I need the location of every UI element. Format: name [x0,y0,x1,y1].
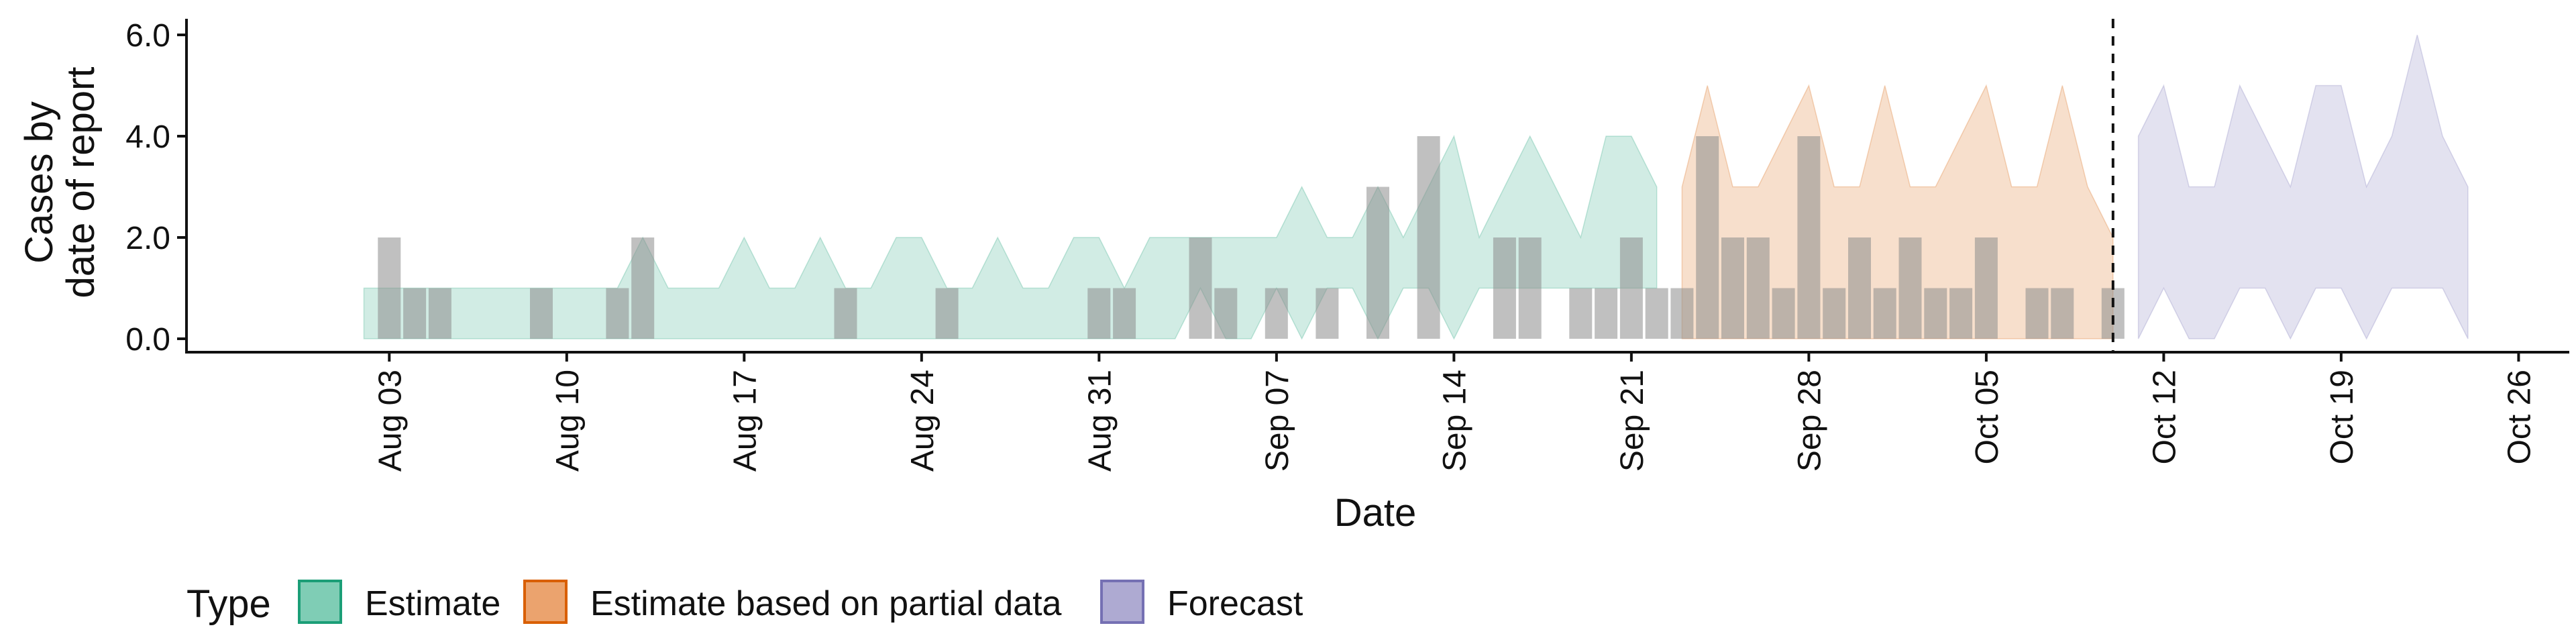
case-bar [403,288,427,339]
legend-key [1100,580,1144,624]
case-bar [631,237,655,339]
x-tick-label: Sep 21 [1615,370,1650,472]
case-bar [1645,288,1668,339]
y-ticks: 0.0 2.0 4.0 6.0 [125,18,186,358]
observed-bars [378,136,2125,339]
x-tick-label: Aug 03 [372,370,408,472]
x-tick-label: Sep 07 [1260,370,1295,472]
case-bar [834,288,857,339]
y-tick-label: 4.0 [125,119,170,155]
case-bar [1189,237,1212,339]
case-bar [1493,237,1516,339]
x-tick-label: Oct 19 [2324,370,2360,464]
case-bar [1265,288,1288,339]
case-bar [1949,288,1973,339]
x-tick-label: Aug 10 [550,370,586,472]
case-bar [1924,288,1947,339]
x-tick-label: Sep 28 [1792,370,1827,472]
legend: Type Estimate Estimate based on partial d… [186,580,1303,626]
case-bar [1746,237,1770,339]
legend-label: Estimate [365,584,500,623]
case-bar [1696,136,1719,339]
case-bar [1823,288,1846,339]
x-tick-label: Aug 24 [905,370,941,472]
y-tick-label: 2.0 [125,221,170,256]
legend-label: Estimate based on partial data [590,584,1062,623]
case-bar [1974,237,1998,339]
y-tick-label: 6.0 [125,18,170,54]
case-bar [1316,288,1339,339]
case-bar [2051,288,2074,339]
x-tick-label: Oct 05 [1970,370,2005,464]
x-tick-label: Oct 26 [2502,370,2537,464]
legend-key [523,580,568,624]
ribbon-layer [363,34,2469,340]
axes: 0.02.04.06.0 Aug 03 Aug 10 Aug 17 Aug 24 Aug… [125,18,2569,472]
case-bar [1873,288,1896,339]
case-bar [2025,288,2049,339]
x-tick-label: Aug 31 [1082,370,1118,472]
x-tick-label: Aug 17 [727,370,763,472]
case-bar [1797,136,1821,339]
x-ticks: Aug 03 Aug 10 Aug 17 Aug 24 Aug 31 Sep 07 Sep … [372,352,2537,472]
case-bar [1848,237,1871,339]
legend-title: Type [186,582,271,626]
y-axis-label-line-1: Cases by [17,101,61,264]
x-tick-label: Sep 14 [1437,370,1472,472]
case-bar [1619,237,1643,339]
case-bar [1772,288,1795,339]
case-bar [1670,288,1694,339]
case-bar [1721,237,1744,339]
case-bar [530,288,553,339]
legend-key [298,580,342,624]
case-bar [1898,237,1922,339]
case-bar [1417,136,1440,339]
case-bar [378,237,401,339]
ribbon-estimate [363,134,1658,340]
y-tick-label: 0.0 [125,322,170,358]
case-bar [1113,288,1136,339]
legend-label: Forecast [1167,584,1303,623]
case-bar [1595,288,1618,339]
case-bar [428,288,451,339]
case-bar [1087,288,1111,339]
case-bar [1518,237,1542,339]
x-tick-label: Oct 12 [2147,370,2182,464]
case-bar [1569,288,1593,339]
case-bar [935,288,959,339]
case-bar [1366,186,1389,339]
case-bar [2101,288,2125,339]
ribbon-forecast [2137,34,2469,340]
case-bar [606,288,629,339]
case-bar [1214,288,1238,339]
x-axis-label: Date [1334,491,1417,535]
y-axis-label-line-2: date of report [59,67,103,299]
